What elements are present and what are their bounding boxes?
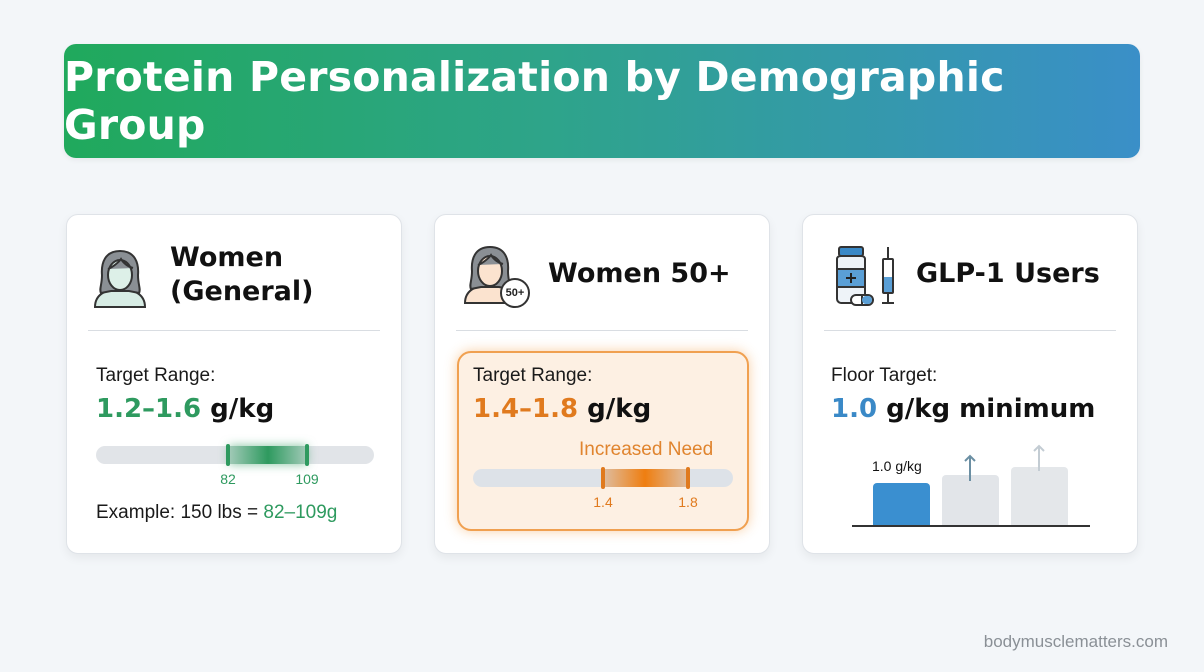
title-banner: Protein Personalization by Demographic G… <box>64 44 1140 158</box>
range-high-label: 1.8 <box>678 494 698 510</box>
card-glp1-users: GLP-1 Users Floor Target: 1.0 g/kg minim… <box>802 214 1138 554</box>
higher-bar-1 <box>942 475 999 526</box>
floor-bar <box>873 483 930 526</box>
range-low-tick <box>601 467 605 489</box>
card-title: GLP-1 Users <box>916 258 1100 289</box>
target-range-label: Target Range: <box>473 365 593 386</box>
card-header: 50+ Women 50+ <box>435 215 769 331</box>
example-value: 82–109g <box>263 502 338 523</box>
floor-unit: g/kg minimum <box>877 394 1096 424</box>
age-badge-text: 50+ <box>505 287 525 299</box>
card-women-general: Women (General) Target Range: 1.2–1.6 g/… <box>66 214 402 554</box>
card-header: GLP-1 Users <box>803 215 1137 331</box>
range-unit: g/kg <box>578 394 652 424</box>
floor-highlight: 1.0 <box>831 394 878 424</box>
medication-syringe-icon <box>836 246 894 306</box>
range-highlight: 1.2–1.6 <box>96 394 202 424</box>
card-title-line1: Women <box>170 242 284 273</box>
divider <box>88 330 380 331</box>
divider <box>824 330 1116 331</box>
range-fill <box>229 446 307 464</box>
range-unit: g/kg <box>201 394 275 424</box>
target-range-value: 1.2–1.6 g/kg <box>96 394 274 424</box>
floor-target-value: 1.0 g/kg minimum <box>831 394 1095 424</box>
range-low-label: 1.4 <box>593 494 613 510</box>
range-low-label: 82 <box>220 471 236 487</box>
increased-need-panel <box>457 351 749 531</box>
range-high-tick <box>305 444 309 466</box>
divider <box>456 330 748 331</box>
woman-icon <box>93 249 147 308</box>
example-prefix: Example: 150 lbs = <box>96 502 264 523</box>
card-title-line2: (General) <box>170 276 314 307</box>
bar-label: 1.0 g/kg <box>872 458 922 474</box>
range-high-tick <box>686 467 690 489</box>
page-title: Protein Personalization by Demographic G… <box>64 53 1005 149</box>
card-women-50-plus: 50+ Women 50+ Target Range: 1.4–1.8 g/kg… <box>434 214 770 554</box>
card-header: Women (General) <box>67 215 401 331</box>
chart-baseline <box>852 525 1090 527</box>
example-text: Example: 150 lbs = 82–109g <box>96 502 337 524</box>
higher-bar-2 <box>1011 467 1068 526</box>
range-high-label: 109 <box>295 471 319 487</box>
increased-need-label: Increased Need <box>579 439 714 460</box>
floor-target-label: Floor Target: <box>831 365 938 386</box>
woman-50-plus-icon <box>463 245 530 308</box>
up-arrow-icon <box>1033 444 1045 471</box>
target-range-value: 1.4–1.8 g/kg <box>473 394 651 424</box>
source-credit: bodymusclematters.com <box>983 632 1168 651</box>
range-fill <box>603 469 687 487</box>
target-range-label: Target Range: <box>96 365 216 386</box>
range-low-tick <box>226 444 230 466</box>
up-arrow-icon <box>964 454 976 481</box>
range-highlight: 1.4–1.8 <box>473 394 579 424</box>
card-title: Women 50+ <box>548 258 731 289</box>
